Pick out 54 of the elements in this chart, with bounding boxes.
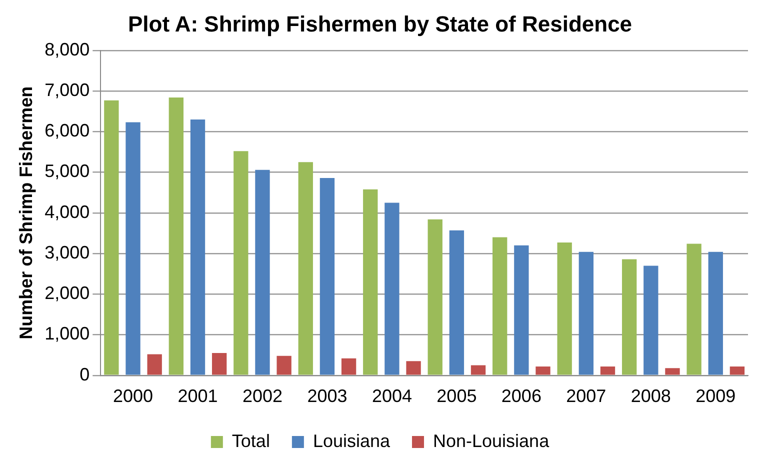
bar <box>320 178 335 375</box>
bar <box>428 219 442 375</box>
legend-label: Total <box>232 430 270 451</box>
y-tick-label: 7,000 <box>44 80 90 100</box>
y-axis-title: Number of Shrimp Fishermen <box>16 86 36 340</box>
legend-label: Louisiana <box>312 430 391 451</box>
bar <box>406 361 421 375</box>
bar <box>147 354 162 375</box>
bar <box>686 244 702 375</box>
bar <box>644 266 658 375</box>
x-tick-label: 2009 <box>696 386 736 406</box>
x-tick-label: 2008 <box>630 386 671 406</box>
bar <box>298 162 313 375</box>
chart-title: Plot A: Shrimp Fishermen by State of Residence <box>128 11 632 36</box>
y-tick-label: 5,000 <box>44 161 90 182</box>
bar <box>384 202 400 375</box>
bar <box>126 122 140 375</box>
y-tick-label: 6,000 <box>44 120 90 141</box>
bar <box>168 98 184 375</box>
bar <box>212 353 227 375</box>
bar <box>536 366 550 375</box>
bar <box>449 230 464 375</box>
bar <box>470 365 486 375</box>
x-tick-label: 2007 <box>566 386 606 406</box>
y-tick-label: 3,000 <box>44 242 90 262</box>
y-tick-label: 8,000 <box>44 39 90 60</box>
bar <box>104 100 119 375</box>
y-tick-label: 0 <box>80 364 90 384</box>
bar <box>363 189 378 375</box>
bar <box>514 245 529 375</box>
bar <box>708 252 723 375</box>
bar <box>600 366 616 375</box>
bar <box>190 119 206 375</box>
bar <box>276 356 292 375</box>
x-tick-label: 2002 <box>242 386 283 406</box>
y-tick-label: 2,000 <box>44 283 90 304</box>
legend-label: Non-Louisiana <box>433 430 550 451</box>
bar <box>665 368 680 375</box>
bar <box>557 242 572 375</box>
bar <box>730 366 745 375</box>
x-tick-label: 2005 <box>436 386 477 406</box>
x-tick-label: 2000 <box>112 386 154 406</box>
x-tick-label: 2001 <box>178 386 218 406</box>
y-tick-label: 4,000 <box>44 202 90 222</box>
x-tick-label: 2003 <box>307 386 348 406</box>
bar <box>492 237 508 375</box>
bar <box>341 358 356 375</box>
bar <box>578 252 594 375</box>
y-tick-label: 1,000 <box>44 324 90 344</box>
x-tick-label: 2006 <box>501 386 542 406</box>
x-tick-label: 2004 <box>372 386 412 406</box>
bar <box>234 151 248 375</box>
bar <box>622 259 637 375</box>
bar <box>255 170 270 375</box>
